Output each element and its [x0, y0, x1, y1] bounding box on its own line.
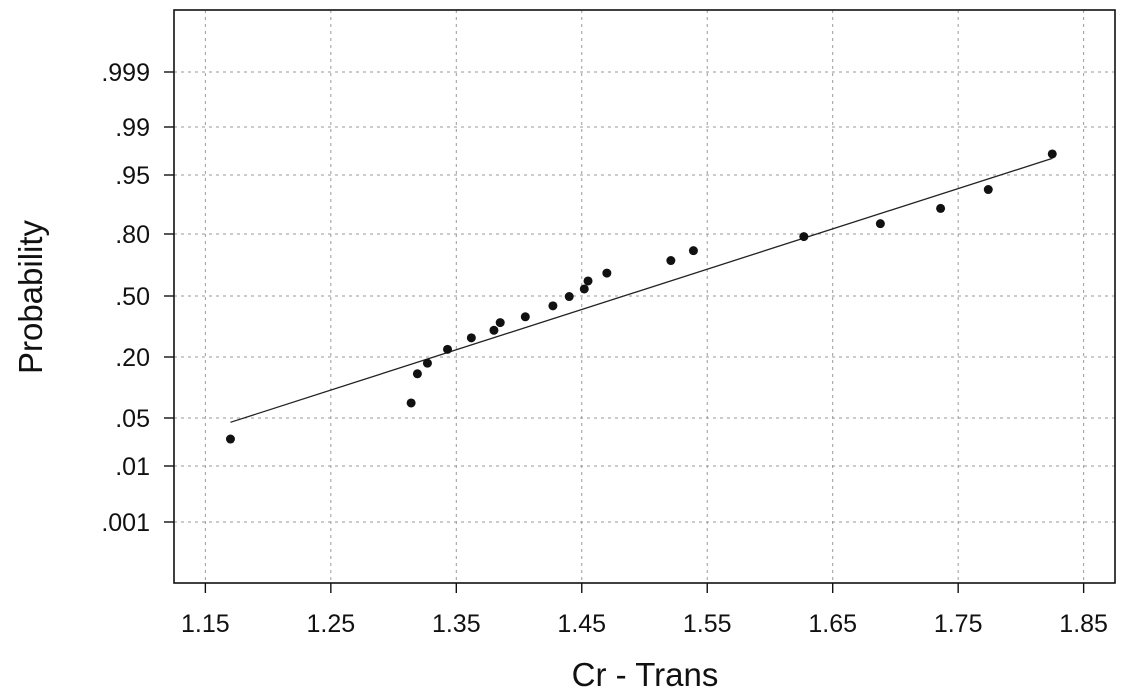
data-point — [666, 256, 676, 266]
data-points — [225, 149, 1057, 444]
y-tick-label: .95 — [115, 162, 150, 190]
x-tick-label: 1.75 — [934, 610, 983, 638]
x-tick-label: 1.45 — [557, 610, 606, 638]
axis-ticks — [164, 71, 1085, 593]
y-tick-label: .20 — [115, 344, 150, 372]
data-point — [495, 318, 505, 328]
data-point — [875, 219, 885, 229]
data-point — [422, 358, 432, 368]
x-tick-label: 1.55 — [683, 610, 732, 638]
data-point — [520, 312, 530, 322]
data-point — [1047, 149, 1057, 159]
data-point — [983, 185, 993, 195]
data-point — [799, 232, 809, 242]
y-tick-label: .01 — [115, 453, 150, 481]
data-point — [406, 398, 416, 408]
tick-labels: 1.15 1.25 1.35 1.45 1.55 1.65 1.75 1.85 .001 .01.… — [101, 59, 1108, 638]
data-point — [936, 203, 946, 213]
data-point — [466, 333, 476, 343]
data-point — [412, 369, 422, 379]
data-point — [489, 325, 499, 335]
x-tick-label: 1.65 — [808, 610, 857, 638]
y-tick-label: .05 — [115, 405, 150, 433]
y-tick-label: .999 — [101, 59, 150, 87]
data-point — [579, 284, 589, 294]
x-tick-label: 1.25 — [306, 610, 355, 638]
y-axis-label: Probability — [12, 219, 49, 374]
y-tick-label: .001 — [101, 509, 150, 537]
data-point — [602, 268, 612, 278]
data-point — [583, 276, 593, 286]
grid-lines — [174, 10, 1115, 583]
fit-line — [230, 157, 1053, 423]
y-tick-label: .99 — [115, 114, 150, 142]
y-tick-label: .80 — [115, 221, 150, 249]
x-axis-label: Cr - Trans — [572, 656, 719, 693]
x-tick-label: 1.85 — [1059, 610, 1108, 638]
x-tick-label: 1.15 — [181, 610, 230, 638]
data-point — [688, 246, 698, 256]
data-point — [443, 344, 453, 354]
y-tick-label: .50 — [115, 283, 150, 311]
data-point — [564, 292, 574, 302]
data-point — [548, 301, 558, 311]
x-tick-label: 1.35 — [432, 610, 481, 638]
data-point — [225, 434, 235, 444]
